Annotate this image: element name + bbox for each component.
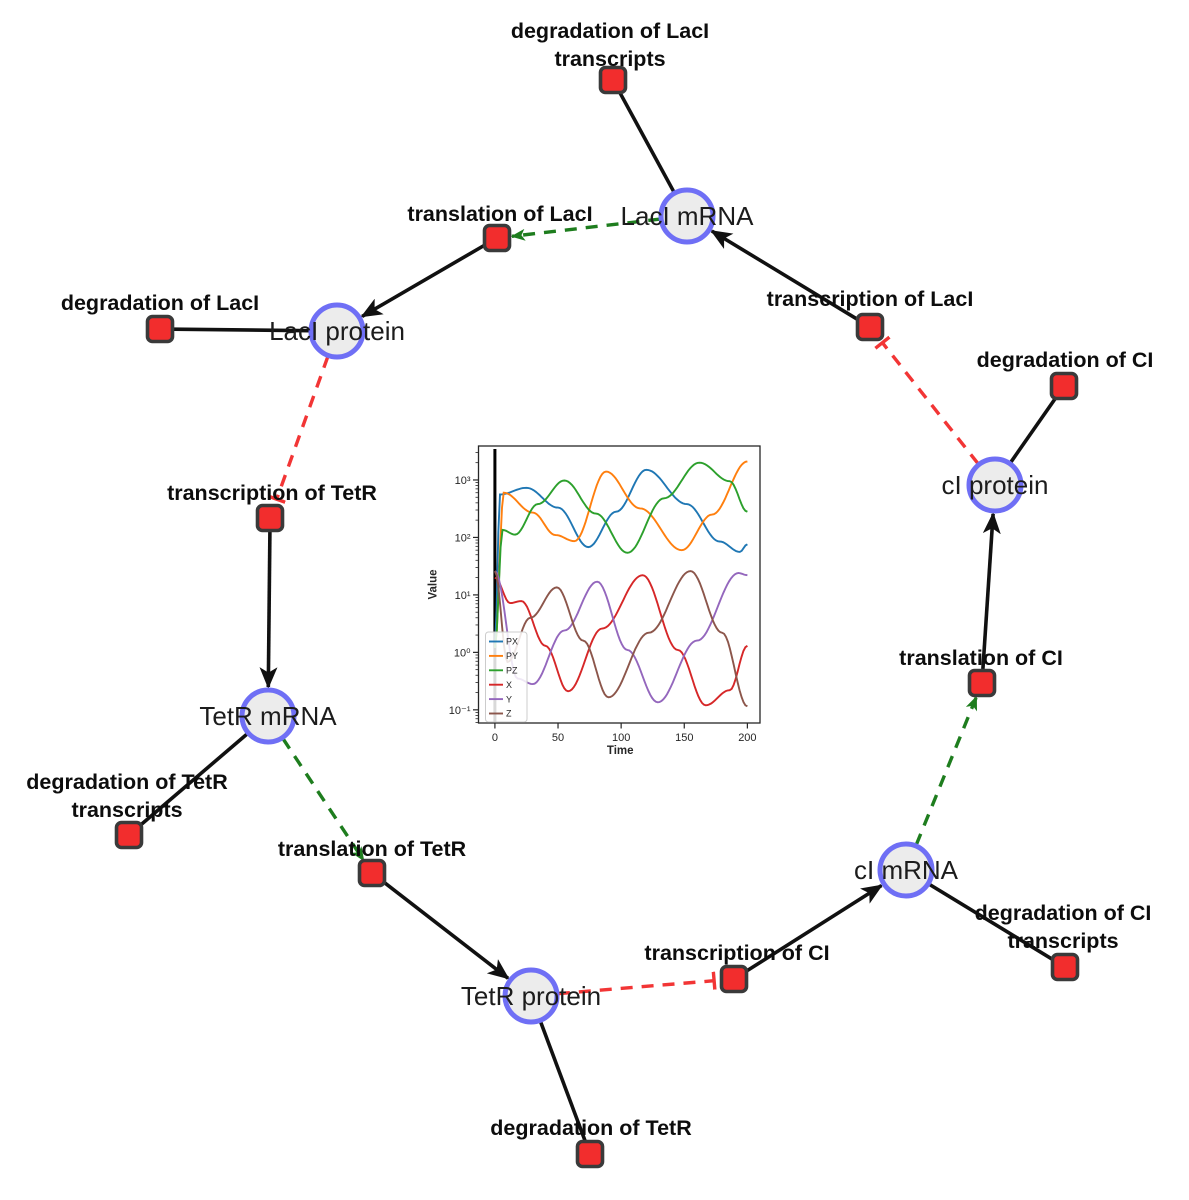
edge-transcr_cI-to-cI_mRNA — [744, 883, 884, 974]
reaction-label-deg_lacI_tr: transcripts — [554, 47, 665, 71]
reaction-node-transl_cI[interactable] — [967, 668, 997, 698]
species-node-lacI_mRNA[interactable] — [658, 187, 716, 245]
reaction-node-deg_tetR_tr[interactable] — [114, 820, 144, 850]
reaction-node-deg_cI_tr[interactable] — [1050, 952, 1080, 982]
reaction-label-deg_cI: degradation of CI — [977, 348, 1154, 372]
y-tick-label: 10² — [455, 532, 471, 544]
reaction-label-deg_tetR_tr: degradation of TetR — [26, 770, 228, 794]
series-line-Z — [494, 570, 748, 708]
reaction-node-transl_tetR[interactable] — [357, 858, 387, 888]
edge-transcr_tetR-to-tetR_mRNA — [259, 531, 278, 689]
species-node-tetR_protein[interactable] — [502, 967, 560, 1025]
edge-lacI_protein-to-transcr_tetR — [267, 355, 330, 504]
edge-lacI_mRNA-to-transl_lacI — [510, 217, 661, 241]
edge-deg_lacI-to-lacI_protein — [173, 327, 311, 333]
edge-deg_lacI_tr-to-lacI_mRNA — [618, 91, 676, 194]
edge-tetR_protein-to-transcr_cI — [557, 971, 717, 996]
edge-deg_cI_tr-to-cI_mRNA — [928, 882, 1054, 962]
x-tick-label: 100 — [612, 732, 630, 744]
legend-label-Y: Y — [506, 694, 512, 704]
edge-cI_mRNA-to-transl_cI — [914, 695, 978, 846]
species-node-lacI_protein[interactable] — [308, 302, 366, 360]
edge-transl_lacI-to-lacI_protein — [360, 243, 486, 318]
reaction-label-transl_lacI: translation of LacI — [407, 202, 592, 226]
reaction-label-transcr_cI: transcription of CI — [644, 941, 829, 965]
species-label-lacI_mRNA: LacI mRNA — [621, 201, 755, 231]
edge-tetR_mRNA-to-transl_tetR — [281, 737, 366, 862]
x-tick-label: 0 — [492, 732, 498, 744]
reaction-label-deg_tetR_tr: transcripts — [71, 798, 182, 822]
legend-label-X: X — [506, 680, 512, 690]
x-axis-label: Time — [607, 745, 634, 757]
reaction-label-transl_tetR: translation of TetR — [278, 837, 467, 861]
edge-transl_tetR-to-tetR_protein — [381, 880, 510, 980]
edge-deg_cI-to-cI_protein — [1008, 396, 1058, 464]
reaction-label-deg_lacI_tr: degradation of LacI — [511, 19, 709, 43]
y-tick-label: 10⁻¹ — [449, 705, 471, 717]
plot-spines — [477, 445, 761, 724]
reaction-node-deg_tetR[interactable] — [575, 1139, 605, 1169]
series-line-PY — [493, 460, 748, 648]
series-line-PZ — [493, 461, 748, 648]
species-label-cI_mRNA: cI mRNA — [854, 855, 959, 885]
legend-label-PX: PX — [506, 637, 518, 647]
species-node-cI_protein[interactable] — [966, 456, 1024, 514]
reaction-node-transl_lacI[interactable] — [482, 223, 512, 253]
reaction-label-transcr_tetR: transcription of TetR — [167, 481, 377, 505]
labels-layer: LacI mRNA LacI protein TetR mRNA TetR prote… — [26, 19, 1153, 1140]
reaction-label-deg_tetR: degradation of TetR — [490, 1116, 692, 1140]
species-label-lacI_protein: LacI protein — [269, 316, 405, 346]
x-tick-label: 50 — [552, 732, 564, 744]
y-tick-label: 10³ — [455, 475, 471, 487]
reaction-label-deg_cI_tr: degradation of CI — [975, 901, 1152, 925]
edge-transl_cI-to-cI_protein — [981, 512, 1001, 670]
edge-deg_tetR_tr-to-tetR_mRNA — [138, 732, 249, 828]
reaction-node-deg_lacI[interactable] — [145, 314, 175, 344]
series-line-PX — [493, 468, 748, 648]
y-axis-label: Value — [428, 569, 440, 599]
reaction-label-transcr_lacI: transcription of LacI — [767, 287, 974, 311]
species-node-cI_mRNA[interactable] — [877, 841, 935, 899]
reaction-node-transcr_lacI[interactable] — [855, 312, 885, 342]
reaction-node-transcr_tetR[interactable] — [255, 503, 285, 533]
legend-label-Z: Z — [506, 709, 512, 719]
reaction-node-deg_lacI_tr[interactable] — [598, 65, 628, 95]
species-node-tetR_mRNA[interactable] — [239, 687, 297, 745]
x-tick-label: 200 — [738, 732, 756, 744]
species-label-cI_protein: cI protein — [942, 470, 1049, 500]
edge-transcr_lacI-to-lacI_mRNA — [710, 229, 859, 322]
reaction-label-deg_lacI: degradation of LacI — [61, 291, 259, 315]
y-tick-label: 10⁰ — [454, 647, 471, 659]
reaction-label-transl_cI: translation of CI — [899, 646, 1063, 670]
nodes-layer — [114, 65, 1080, 1169]
y-tick-label: 10¹ — [455, 590, 471, 602]
edge-deg_tetR-to-tetR_protein — [538, 1020, 587, 1142]
species-label-tetR_mRNA: TetR mRNA — [199, 701, 337, 731]
reaction-node-transcr_cI[interactable] — [719, 964, 749, 994]
legend-label-PY: PY — [506, 651, 518, 661]
x-tick-label: 150 — [675, 732, 693, 744]
edges-layer — [138, 91, 1058, 1142]
series-line-Y — [494, 570, 748, 704]
series-line-X — [494, 574, 748, 707]
legend-label-PZ: PZ — [506, 666, 518, 676]
reaction-node-deg_cI[interactable] — [1049, 371, 1079, 401]
species-label-tetR_protein: TetR protein — [461, 981, 601, 1011]
edge-cI_protein-to-transcr_lacI — [874, 335, 980, 465]
reaction-label-deg_cI_tr: transcripts — [1007, 929, 1118, 953]
time-series-plot: 0 50 100 150 200 10⁻¹ 10⁰ 10¹ 10² 10³ Time Value PX P… — [428, 445, 761, 757]
